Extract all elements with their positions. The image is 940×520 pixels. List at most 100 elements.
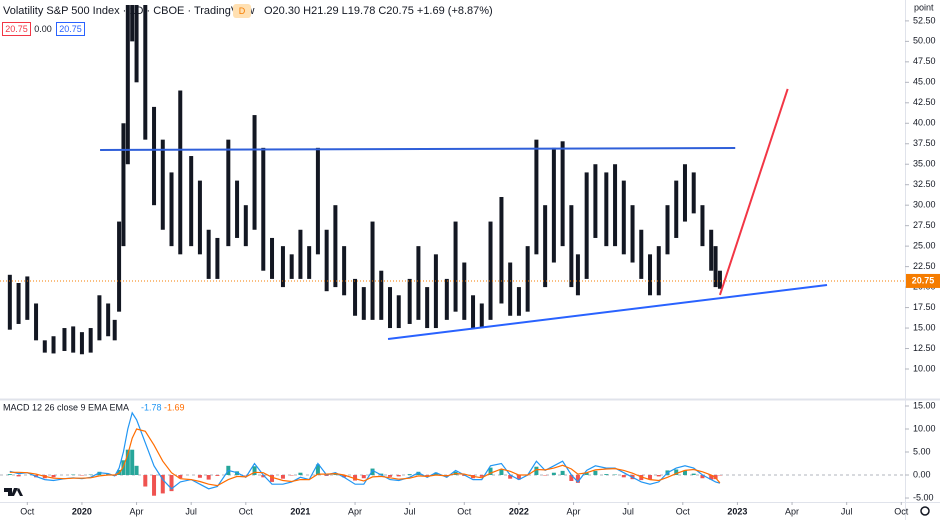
price-bar [621, 180, 626, 255]
price-bar [361, 287, 366, 320]
buy-box[interactable] [56, 22, 85, 36]
price-bar [215, 237, 220, 279]
price-bar [396, 295, 401, 329]
price-bar [551, 147, 556, 263]
price-bar [261, 147, 266, 271]
price-bar [25, 276, 30, 320]
price-bar [560, 141, 565, 247]
trendline [718, 88, 789, 296]
sell-price: 20.75 [5, 24, 28, 34]
histogram-bar [551, 472, 556, 476]
spread: 0.00 [34, 24, 52, 34]
price-bar [97, 295, 102, 341]
price-bar [516, 287, 521, 316]
price-bar [152, 106, 157, 206]
histogram-bar [648, 475, 653, 480]
histogram-bar [682, 470, 687, 476]
x-tick-label: Apr [785, 506, 799, 516]
price-bar [499, 196, 504, 304]
price-bar [444, 278, 449, 320]
y-tick-label: 27.50 [913, 220, 936, 230]
price-bar [206, 229, 211, 279]
price-bar [270, 237, 275, 279]
trendline [100, 147, 736, 151]
price-bar [709, 229, 714, 271]
price-bar [471, 295, 476, 329]
x-tick-label: Jul [404, 506, 416, 516]
price-bar [7, 274, 12, 330]
histogram-bar [270, 475, 275, 482]
histogram-bar [206, 475, 211, 480]
price-bar [88, 328, 93, 353]
buy-price: 20.75 [59, 24, 82, 34]
price-bar [34, 303, 39, 341]
price-bar [425, 287, 430, 329]
price-bar [407, 278, 412, 324]
price-bar [252, 115, 257, 230]
histogram-bar [7, 474, 12, 476]
x-tick-label: Oct [239, 506, 254, 516]
price-bar [333, 205, 338, 288]
histogram-bar [560, 470, 565, 476]
y-tick-label: 12.50 [913, 343, 936, 353]
price-bar [665, 205, 670, 255]
histogram-bar [152, 475, 157, 496]
price-bar [370, 221, 375, 320]
price-bar [315, 147, 320, 255]
histogram-bar [16, 475, 21, 477]
price-bar [235, 180, 240, 238]
histogram-bar [584, 472, 589, 476]
histogram-bar [97, 471, 102, 476]
y-tick-label: 0.00 [913, 469, 931, 479]
price-bar [584, 172, 589, 279]
histogram-bar [178, 475, 183, 479]
histogram-bar [709, 475, 714, 480]
macd-last: -1.78 [141, 402, 162, 412]
price-bar [130, 5, 135, 42]
histogram-bar [691, 473, 696, 476]
x-tick-label: Oct [20, 506, 35, 516]
x-tick-label: 2021 [290, 506, 310, 516]
histogram-bar [604, 474, 609, 476]
histogram-bar [569, 475, 574, 481]
price-bar [121, 123, 126, 247]
price-bar [534, 139, 539, 255]
histogram-bar [499, 469, 504, 476]
x-tick-label: Apr [348, 506, 362, 516]
price-bar [226, 139, 231, 247]
price-bar [691, 172, 696, 214]
histogram-bar [639, 475, 644, 481]
price-bar [112, 319, 117, 341]
y-tick-label: -5.00 [913, 492, 934, 502]
price-bar [169, 172, 174, 247]
histogram-bar [516, 475, 521, 480]
price-bar [682, 164, 687, 222]
histogram-bar [160, 475, 165, 494]
price-bar [613, 164, 618, 247]
price-bar [342, 246, 347, 296]
price-bar [16, 282, 21, 324]
logo[interactable] [4, 488, 23, 496]
axes: Oct 2020 Apr Jul Oct 2021 Apr Jul Oct 2022 Apr Jul O… [20, 15, 935, 516]
histogram-bar [252, 466, 257, 476]
histogram-bar [575, 475, 580, 483]
histogram-bar [508, 475, 513, 479]
price-bar [289, 254, 294, 279]
price-bar [134, 5, 139, 83]
macd-line [9, 411, 721, 490]
histogram-bar [51, 475, 56, 478]
price-bar [525, 246, 530, 312]
histogram-bar [674, 469, 679, 476]
price-bar [324, 229, 329, 292]
histogram-bar [534, 466, 539, 476]
price-bar [462, 262, 467, 320]
settings-icon[interactable] [920, 506, 930, 516]
histogram-bar [130, 449, 135, 476]
price-bar [42, 340, 47, 353]
y-tick-label: 5.00 [913, 446, 931, 456]
sell-box[interactable] [2, 22, 31, 36]
price-bar [189, 156, 194, 247]
histogram-bar [370, 468, 375, 476]
y-tick-label: 50.00 [913, 36, 936, 46]
